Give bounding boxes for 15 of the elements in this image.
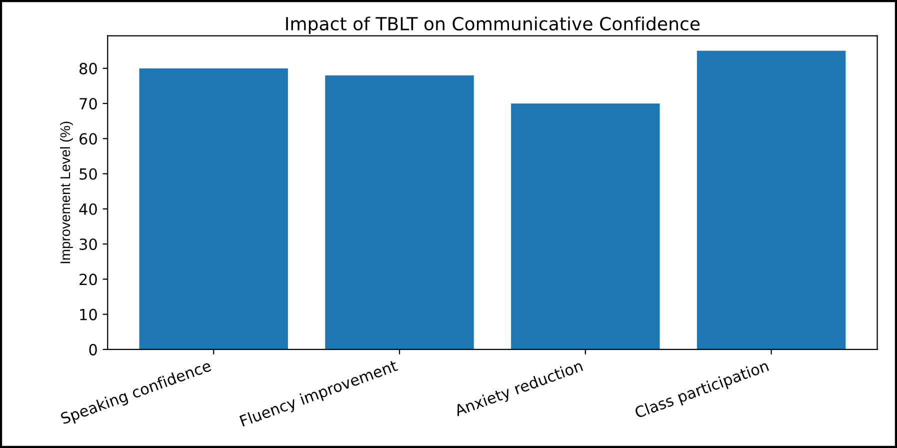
y-tick-label: 20: [80, 274, 97, 286]
y-tick-label: 70: [80, 98, 97, 110]
y-tick-label: 10: [80, 308, 97, 320]
y-tick-label: 50: [80, 168, 97, 180]
y-tick-label: 30: [80, 238, 97, 250]
bar: [139, 68, 288, 350]
y-tick-label: 60: [80, 133, 97, 145]
bar: [325, 75, 474, 350]
bar: [696, 50, 846, 350]
y-axis-title: Improvement Level (%): [60, 122, 73, 264]
y-tick-label: 40: [79, 203, 97, 215]
y-tick-label: 0: [89, 344, 97, 356]
y-tick-label: 80: [80, 62, 97, 74]
bar: [511, 103, 660, 350]
chart-title: Impact of TBLT on Communicative Confidence: [286, 16, 700, 34]
